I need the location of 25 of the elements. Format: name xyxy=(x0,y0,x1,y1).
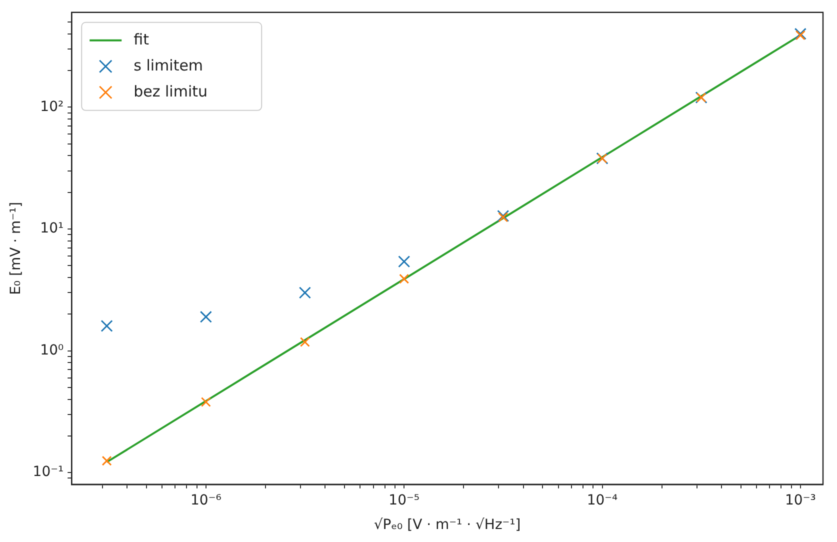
point xyxy=(200,310,212,323)
legend-label: s limitem xyxy=(134,56,204,74)
point xyxy=(200,396,211,407)
point xyxy=(300,337,310,348)
y-tick-label: 10⁰ xyxy=(40,342,64,358)
point xyxy=(794,28,806,40)
x-axis-title: √Pₑ₀ [V · m⁻¹ · √Hz⁻¹] xyxy=(374,517,521,534)
y-axis-title: E₀ [mV · m⁻¹] xyxy=(8,202,24,295)
y-tick-label: 10¹ xyxy=(40,220,64,237)
point xyxy=(102,456,112,466)
point xyxy=(497,210,510,222)
y-tick-label: 10⁻¹ xyxy=(32,464,64,480)
legend-label: bez limitu xyxy=(134,82,208,100)
point xyxy=(498,212,508,222)
point xyxy=(100,320,113,332)
y-tick-label: 10² xyxy=(40,98,64,115)
point xyxy=(795,30,806,40)
point xyxy=(298,286,311,299)
x-tick-label: 10⁻⁴ xyxy=(586,492,618,508)
legend-label: fit xyxy=(134,30,150,48)
x-tick-label: 10⁻⁵ xyxy=(388,492,420,508)
x-tick-label: 10⁻⁶ xyxy=(190,492,222,508)
x-tick-label: 10⁻³ xyxy=(785,492,816,508)
point xyxy=(398,256,410,268)
point xyxy=(399,274,410,284)
